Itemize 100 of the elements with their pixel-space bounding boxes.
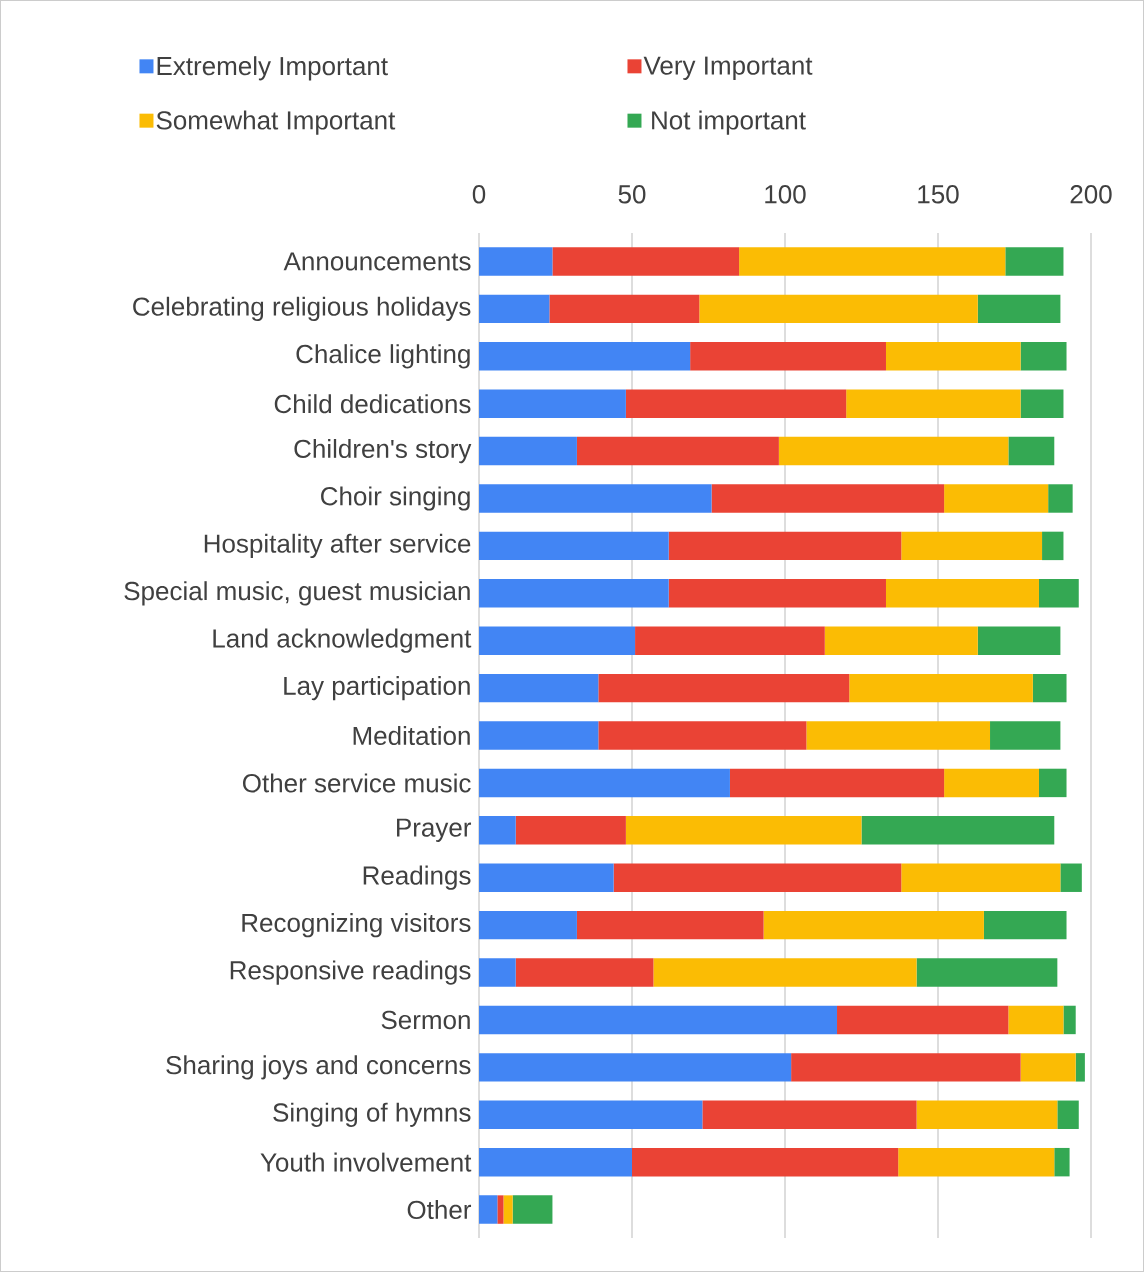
bar: [861, 816, 1055, 845]
y-tick-label: Land acknowledgment: [213, 628, 472, 653]
bar: [1008, 1005, 1064, 1035]
legend-label: Somewhat Important: [156, 110, 396, 135]
y-tick-label: Chalice lighting: [296, 344, 470, 369]
bar: [763, 910, 984, 940]
bar: [479, 673, 599, 703]
legend-label: Not important: [652, 110, 806, 135]
x-tick-label: 200: [1070, 185, 1112, 204]
bar: [1038, 579, 1079, 608]
bar: [837, 1005, 1009, 1035]
bar: [515, 958, 654, 987]
bar: [990, 721, 1061, 750]
y-tick-label: Sermon: [381, 1010, 470, 1030]
bar: [1075, 1053, 1085, 1082]
bar: [846, 389, 1021, 418]
bar: [512, 1195, 553, 1224]
y-tick-label: Announcements: [283, 252, 471, 271]
bar: [901, 863, 1061, 892]
bar: [824, 626, 978, 655]
bar: [635, 626, 825, 655]
y-tick-label: Prayer: [397, 818, 472, 842]
bar: [901, 531, 1043, 561]
bar: [1020, 342, 1067, 371]
bar: [1020, 389, 1064, 418]
bar: [479, 1195, 498, 1224]
bar: [977, 294, 1061, 324]
bar: [497, 1195, 504, 1224]
bar: [598, 721, 807, 750]
bar: [613, 863, 902, 892]
bar: [1032, 673, 1067, 703]
bar: [849, 673, 1033, 703]
bar: [479, 389, 626, 418]
y-tick-label: Other: [407, 1200, 472, 1220]
x-tick-label: 50: [618, 185, 646, 204]
bar: [625, 389, 847, 418]
bar: [916, 1100, 1058, 1129]
bar: [598, 673, 850, 703]
bar: [479, 863, 614, 892]
bar: [1063, 1005, 1076, 1035]
bar: [806, 721, 991, 750]
y-tick-label: Responsive readings: [230, 960, 471, 985]
bar: [1020, 1053, 1076, 1082]
bar: [503, 1195, 513, 1224]
bar: [479, 1147, 632, 1177]
y-tick-label: Child dedications: [274, 394, 471, 414]
bar: [699, 294, 978, 324]
bar: [778, 436, 1009, 466]
y-tick-label: Meditation: [353, 725, 470, 746]
bar: [1060, 863, 1082, 892]
y-tick-label: Recognizing visitors: [242, 913, 471, 938]
bar: [729, 768, 945, 798]
bar: [549, 294, 700, 324]
bar: [1038, 768, 1067, 798]
y-tick-label: Lay participation: [284, 676, 470, 701]
y-tick-label: Sharing joys and concerns: [166, 1055, 471, 1080]
bar: [479, 768, 730, 798]
bar: [632, 1147, 899, 1177]
bar: [885, 342, 1021, 371]
y-tick-label: Readings: [363, 865, 471, 890]
bar: [479, 436, 577, 466]
legend-label: Very Important: [643, 56, 813, 80]
bar: [977, 626, 1061, 655]
bar: [479, 247, 553, 276]
legend-label: Extremely Important: [157, 56, 388, 81]
bar: [552, 247, 740, 276]
bar: [479, 484, 712, 513]
y-tick-label: Youth involvement: [260, 1152, 472, 1172]
bar: [479, 626, 636, 655]
x-tick-label: 150: [918, 185, 959, 204]
bar: [479, 531, 669, 561]
x-tick-label: 100: [765, 185, 806, 204]
bar: [668, 579, 886, 608]
bar: [711, 484, 945, 513]
bar: [1048, 484, 1073, 513]
bar: [1054, 1147, 1070, 1177]
bar: [1042, 531, 1064, 561]
bar: [690, 342, 886, 371]
bar: [1057, 1100, 1079, 1129]
y-tick-label: Children's story: [294, 438, 472, 464]
bar: [702, 1100, 917, 1129]
bar: [916, 958, 1058, 987]
x-tick-label: 0: [472, 185, 486, 204]
bar: [668, 531, 902, 561]
bar: [479, 816, 516, 845]
y-tick-label: Special music, guest musician: [124, 581, 470, 606]
y-tick-label: Singing of hymns: [273, 1102, 471, 1127]
bar: [479, 342, 691, 371]
y-tick-label: Other service music: [242, 773, 471, 793]
bar: [944, 484, 1049, 513]
bar: [479, 910, 577, 940]
bar: [1005, 247, 1064, 276]
bar: [1008, 436, 1055, 466]
bar: [898, 1147, 1055, 1177]
bar: [576, 910, 764, 940]
bar: [479, 294, 550, 324]
bar: [479, 958, 516, 987]
bar: [479, 721, 599, 750]
y-tick-label: Celebrating religious holidays: [133, 296, 471, 321]
bar: [479, 1005, 838, 1035]
